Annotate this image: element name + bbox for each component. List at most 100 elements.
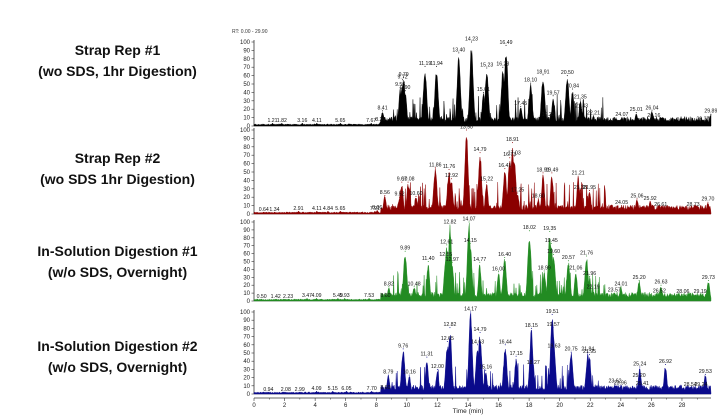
peak-label: 18.15 [525, 323, 538, 329]
peak-label: 23.62 [609, 379, 622, 385]
peak-point [638, 279, 640, 281]
peak-point [479, 152, 481, 154]
peak-point [327, 210, 329, 212]
peak-point [445, 257, 447, 259]
peak-label: 2.91 [293, 206, 303, 212]
peak-label: 7.70 [367, 386, 377, 392]
peak-point [399, 196, 401, 198]
peak-point [658, 293, 660, 295]
peak-point [581, 108, 583, 110]
peak-label: 1.21 [267, 118, 277, 124]
peak-point [653, 117, 655, 119]
peak-point [651, 110, 653, 112]
peak-label: 16.73 [503, 152, 516, 158]
peak-label: 24.05 [615, 200, 628, 206]
peak-label: 8.82 [384, 281, 394, 287]
peak-label: 12.92 [445, 173, 458, 179]
panel-label-4-line1: In-Solution Digestion #2 [37, 338, 198, 354]
x-tick-label: 28 [679, 403, 686, 409]
y-tick-label: 10 [243, 384, 250, 390]
peak-label: 21.84 [581, 347, 594, 353]
peak-point [370, 122, 372, 124]
peak-label: 25.41 [636, 381, 649, 387]
peak-label: 12.82 [443, 322, 456, 328]
peak-point [403, 76, 405, 78]
y-tick-label: 70 [243, 65, 250, 71]
peak-label: 9.52 [394, 192, 404, 198]
peak-label: 5.93 [340, 293, 350, 299]
y-tick-label: 20 [243, 376, 250, 382]
peak-point [332, 391, 334, 393]
peak-point [660, 206, 662, 208]
peak-label: 1.34 [269, 207, 279, 213]
peak-label: 28.06 [676, 289, 689, 295]
peak-point [692, 206, 694, 208]
peak-point [660, 284, 662, 286]
peak-point [530, 327, 532, 329]
y-tick-label: 40 [243, 178, 250, 184]
peak-point [384, 195, 386, 197]
peak-point [532, 364, 534, 366]
peak-label: 3.16 [297, 118, 307, 124]
peak-label: 18.91 [537, 69, 550, 75]
y-tick-label: 0 [247, 124, 251, 130]
peak-label: 8.79 [383, 370, 393, 376]
y-tick-label: 0 [247, 392, 251, 398]
panel-label-3-line2: (w/o SDS, Overnight) [47, 264, 188, 280]
peak-label: 3.47 [302, 293, 312, 299]
peak-label: 9.56 [395, 82, 405, 88]
peak-label: 21.76 [580, 250, 593, 256]
peak-point [553, 348, 555, 350]
peak-point [641, 386, 643, 388]
peak-label: 14.77 [473, 257, 486, 263]
peak-point [285, 391, 287, 393]
y-tick-label: 100 [240, 310, 251, 316]
peak-label: 24.07 [615, 112, 628, 118]
peak-label: 19.63 [548, 343, 561, 349]
peak-label: 5.65 [335, 206, 345, 212]
peak-label: 10.48 [408, 281, 421, 287]
peak-point [636, 198, 638, 200]
peak-point [707, 201, 709, 203]
peak-point [639, 366, 641, 368]
peak-label: 29.89 [704, 109, 717, 115]
peak-label: 4.09 [311, 386, 321, 392]
peak-label: 0.64 [259, 207, 269, 213]
x-axis: 0 2 4 6 8 10 12 14 16 18 20 22 24 26 28 [252, 397, 711, 409]
peak-label: 22.19 [587, 284, 600, 290]
peak-label: 28.73 [687, 202, 700, 208]
peak-point [316, 298, 318, 300]
x-tick-label: 2 [283, 403, 287, 409]
y-tick-label: 60 [243, 162, 250, 168]
peak-label: 9.67 [397, 177, 407, 183]
y-tick-label: 20 [243, 107, 250, 113]
peak-label: 29.24 [694, 382, 707, 388]
peak-point [267, 391, 269, 393]
y-tick-label: 20 [243, 283, 250, 289]
peak-label: 10.16 [403, 370, 416, 376]
peak-point [589, 276, 591, 278]
peak-point [376, 210, 378, 212]
peak-point [435, 65, 437, 67]
peak-label: 9.89 [400, 246, 410, 252]
peak-label: 20.50 [561, 70, 574, 76]
y-tick-label: 90 [243, 48, 250, 54]
peak-label: 4.84 [323, 206, 333, 212]
x-tick-label: 0 [252, 403, 256, 409]
peak-label: 19.51 [546, 309, 559, 315]
peak-point [374, 210, 376, 212]
peak-point [371, 391, 373, 393]
y-tick-label: 30 [243, 187, 250, 193]
y-tick-label: 90 [243, 318, 250, 324]
peak-label: 26.61 [654, 202, 667, 208]
peak-point [587, 351, 589, 353]
peak-label: 28.54 [684, 382, 697, 388]
peak-point [664, 363, 666, 365]
peak-label: 19.57 [547, 322, 560, 328]
peak-label: 18.10 [524, 78, 537, 84]
peak-point [549, 230, 551, 232]
y-tick-label: 100 [240, 40, 251, 46]
peak-label: 14.23 [465, 37, 478, 43]
peak-label: 8.06 [372, 205, 382, 211]
